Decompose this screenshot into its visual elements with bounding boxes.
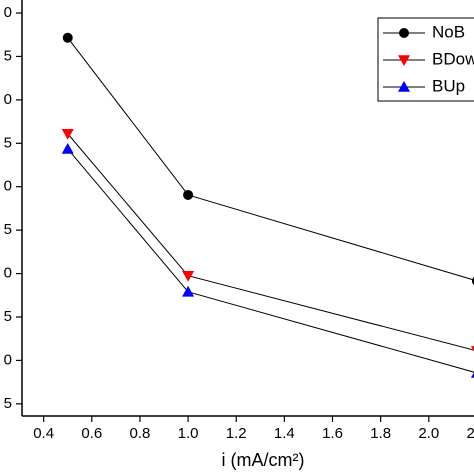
y-tick-label: 0: [4, 265, 12, 282]
marker: [398, 55, 410, 66]
x-tick-label: 0.4: [33, 425, 54, 442]
x-tick-label: 1.0: [178, 425, 199, 442]
y-tick-label: 0: [4, 178, 12, 195]
y-tick-label: 0: [4, 91, 12, 108]
y-tick-label: 5: [4, 134, 12, 151]
y-tick-label: 5: [4, 308, 12, 325]
marker: [398, 81, 410, 92]
marker: [470, 372, 474, 378]
x-tick-label: 0.6: [81, 425, 102, 442]
x-axis-label: i (mA/cm²): [222, 450, 305, 470]
x-tick-label: 1.8: [370, 425, 391, 442]
marker: [183, 189, 194, 200]
marker: [62, 32, 73, 43]
marker: [399, 28, 409, 38]
marker: [470, 346, 474, 352]
legend-label: BUp: [432, 76, 465, 95]
y-tick-label: 5: [4, 47, 12, 64]
x-tick-label: 1.6: [322, 425, 343, 442]
legend-label: NoB: [432, 22, 465, 41]
x-tick-label: 0.8: [130, 425, 151, 442]
marker: [182, 285, 195, 297]
series-line: [67, 133, 474, 351]
x-tick-label: 2.0: [418, 425, 439, 442]
marker: [61, 142, 74, 154]
y-tick-label: 0: [4, 4, 12, 21]
y-tick-label: 5: [4, 395, 12, 412]
y-tick-label: 5: [4, 221, 12, 238]
y-tick-label: 0: [4, 351, 12, 368]
x-tick-label: 2.2: [466, 425, 474, 442]
x-tick-label: 1.2: [226, 425, 247, 442]
marker: [182, 270, 195, 282]
marker: [61, 128, 74, 140]
series-line: [67, 148, 474, 373]
x-tick-label: 1.4: [274, 425, 295, 442]
marker: [471, 276, 474, 286]
legend-label: BDow: [432, 49, 474, 68]
